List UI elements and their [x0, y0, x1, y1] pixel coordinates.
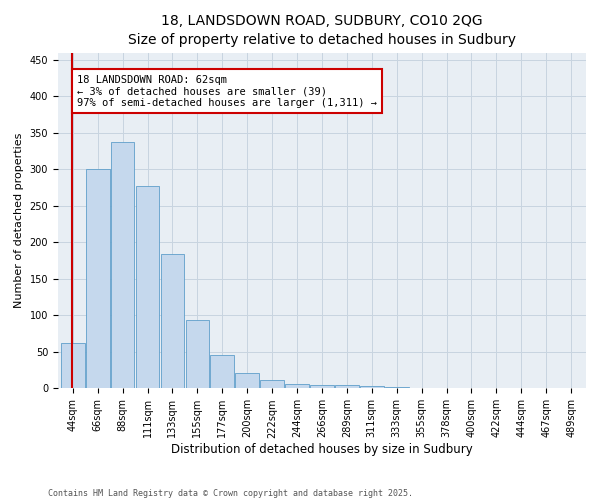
Bar — [111, 142, 134, 388]
Bar — [360, 386, 383, 388]
Bar — [385, 387, 409, 388]
Bar — [285, 384, 309, 388]
Bar — [161, 254, 184, 388]
X-axis label: Distribution of detached houses by size in Sudbury: Distribution of detached houses by size … — [171, 443, 473, 456]
Text: Contains HM Land Registry data © Crown copyright and database right 2025.: Contains HM Land Registry data © Crown c… — [48, 488, 413, 498]
Y-axis label: Number of detached properties: Number of detached properties — [14, 133, 24, 308]
Bar — [260, 380, 284, 388]
Bar — [185, 320, 209, 388]
Bar — [61, 343, 85, 388]
Bar — [235, 373, 259, 388]
Title: 18, LANDSDOWN ROAD, SUDBURY, CO10 2QG
Size of property relative to detached hous: 18, LANDSDOWN ROAD, SUDBURY, CO10 2QG Si… — [128, 14, 516, 48]
Bar — [335, 386, 359, 388]
Bar — [211, 355, 234, 388]
Text: 18 LANDSDOWN ROAD: 62sqm
← 3% of detached houses are smaller (39)
97% of semi-de: 18 LANDSDOWN ROAD: 62sqm ← 3% of detache… — [77, 74, 377, 108]
Bar — [310, 384, 334, 388]
Bar — [86, 168, 110, 388]
Bar — [136, 186, 160, 388]
